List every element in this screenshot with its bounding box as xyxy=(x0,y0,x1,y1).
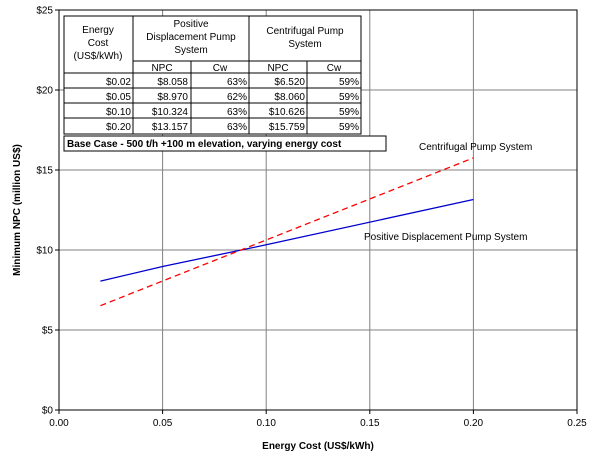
x-tick-label: 0.25 xyxy=(567,418,587,429)
table-cell: $0.10 xyxy=(106,107,131,118)
table-subheader: NPC xyxy=(151,63,172,74)
x-tick-label: 0.00 xyxy=(49,418,69,429)
y-tick-label: $10 xyxy=(36,246,53,257)
series-lines xyxy=(100,157,474,307)
table-cell: 59% xyxy=(339,122,359,133)
table-cell: $10.324 xyxy=(152,107,189,118)
table-header-pd: Displacement Pump xyxy=(146,32,236,43)
table-header-pd: System xyxy=(174,45,207,56)
case-label-box xyxy=(63,135,387,152)
table-cell: 59% xyxy=(339,77,359,88)
x-tick-label: 0.20 xyxy=(464,418,484,429)
table-cell: $15.759 xyxy=(269,122,306,133)
table-header-energy: Energy xyxy=(82,25,114,36)
table-cell: 63% xyxy=(227,77,247,88)
table-cell: 63% xyxy=(227,122,247,133)
table-cell: 62% xyxy=(227,92,247,103)
table-background xyxy=(63,15,362,135)
plot-frame xyxy=(58,9,578,411)
y-tick-label: $20 xyxy=(36,86,53,97)
table-cell: 59% xyxy=(339,92,359,103)
y-tick-label: $0 xyxy=(42,406,54,417)
table-cell: $6.520 xyxy=(274,77,305,88)
table-cell: 59% xyxy=(339,107,359,118)
x-tick-label: 0.15 xyxy=(360,418,380,429)
table-cell: $8.970 xyxy=(157,92,188,103)
x-tick-label: 0.10 xyxy=(256,418,276,429)
table-subheader: Cw xyxy=(327,63,342,74)
table-cell: $0.02 xyxy=(106,77,131,88)
series-line-positive-displacement xyxy=(100,198,474,282)
x-axis-title: Energy Cost (US$/kWh) xyxy=(262,441,374,452)
table-cell: $0.05 xyxy=(106,92,131,103)
table-header-energy: Cost xyxy=(88,38,109,49)
table-subheader: NPC xyxy=(267,63,288,74)
table-cell: 63% xyxy=(227,107,247,118)
table-cell: $10.626 xyxy=(269,107,306,118)
table-rows: $0.02 $8.058 63% $6.520 59% $0.05 $8.970 62% $8.… xyxy=(106,77,359,133)
table-cell: $8.060 xyxy=(274,92,305,103)
y-tick-label: $25 xyxy=(36,6,53,17)
y-tick-label: $15 xyxy=(36,166,53,177)
table-subheader: Cw xyxy=(213,63,228,74)
y-axis-title: Minimum NPC (million US$) xyxy=(12,144,23,276)
table-cell: $8.058 xyxy=(157,77,188,88)
table-header-energy: (US$/kWh) xyxy=(74,51,123,62)
axes xyxy=(55,9,578,414)
tick-labels: 0.00 0.05 0.10 0.15 0.20 0.25 $0 $5 $10 $15 $20 $25 xyxy=(36,6,587,430)
table-cell: $0.20 xyxy=(106,122,131,133)
y-tick-label: $5 xyxy=(42,326,54,337)
data-table: Energy Cost (US$/kWh) Positive Displacem… xyxy=(63,15,362,135)
x-tick-label: 0.05 xyxy=(153,418,173,429)
table-header-cf: Centrifugal Pump xyxy=(266,26,344,37)
case-label: Base Case - 500 t/h +100 m elevation, va… xyxy=(67,139,342,150)
table-header-pd: Positive xyxy=(173,19,208,30)
series-line-centrifugal xyxy=(100,157,474,307)
table-header-cf: System xyxy=(288,39,321,50)
table-cell: $13.157 xyxy=(152,122,189,133)
series-label-centrifugal: Centrifugal Pump System xyxy=(419,142,532,153)
series-label-positive-displacement: Positive Displacement Pump System xyxy=(364,232,527,243)
